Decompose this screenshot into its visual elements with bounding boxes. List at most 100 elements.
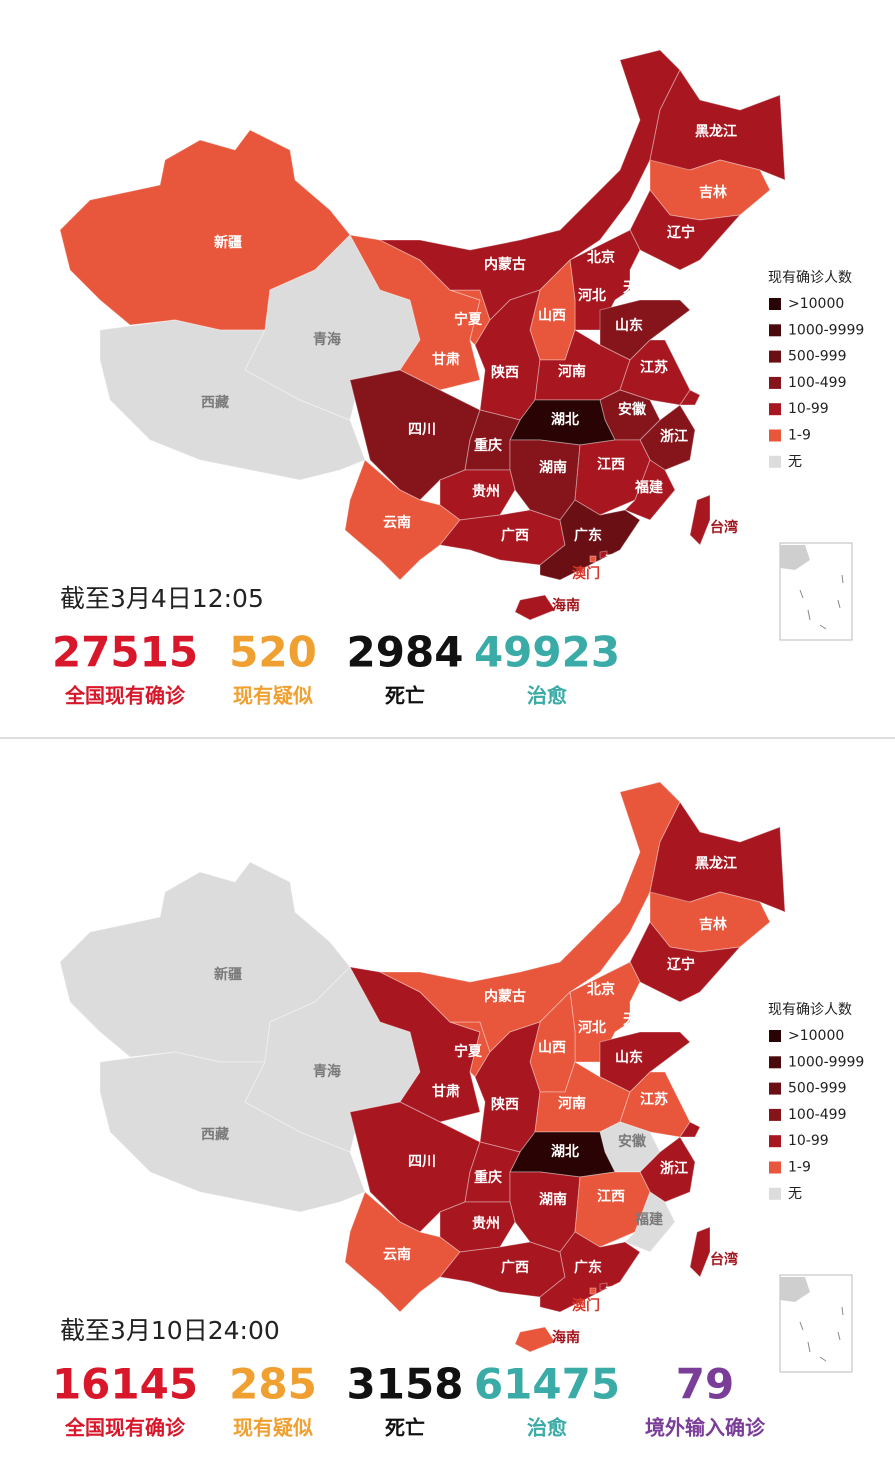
province-label: 澳门 (572, 1297, 600, 1314)
province-shape (59, 861, 351, 1063)
province-shape (639, 404, 696, 471)
legend-label: 无 (788, 454, 802, 470)
province-label: 湖北 (551, 1144, 579, 1160)
province-label: 香港 (603, 553, 633, 570)
province-label: 天津 (623, 279, 651, 296)
province-label: 山东 (615, 1049, 643, 1066)
legend-swatch (769, 1082, 781, 1095)
province-label: 山西 (538, 1040, 566, 1056)
legend-label: 500-999 (788, 349, 847, 365)
province-label: 广西 (501, 1259, 529, 1276)
province-label: 河北 (578, 287, 606, 304)
stat-label: 治愈 (527, 1416, 568, 1440)
province-label: 福建 (634, 479, 663, 496)
stat-value: 3158 (347, 1360, 464, 1409)
stat-value: 61475 (474, 1360, 620, 1409)
province-shape (599, 1282, 608, 1291)
stat-label: 死亡 (385, 684, 425, 708)
stat-label: 境外输入确诊 (645, 1416, 766, 1440)
province-label: 河北 (578, 1019, 606, 1036)
legend-label: 1000-9999 (788, 322, 864, 338)
legend-swatch (769, 1030, 781, 1042)
province-label: 北京 (587, 249, 615, 266)
province-label: 浙江 (660, 428, 688, 445)
province-label: 香港 (603, 1285, 633, 1302)
province-label: 江西 (597, 456, 625, 473)
province-label: 四川 (408, 1154, 436, 1170)
province-label: 河南 (558, 1095, 586, 1112)
province-label: 贵州 (472, 483, 500, 500)
inset-dashes (799, 1306, 844, 1362)
legend-swatch (769, 1108, 781, 1121)
province-label: 安徽 (618, 1133, 647, 1150)
province-label: 广东 (574, 527, 602, 544)
province-label: 新疆 (214, 234, 242, 251)
legend-swatch (769, 1161, 781, 1174)
province-label: 山东 (615, 317, 643, 334)
province-label: 甘肃 (432, 1083, 460, 1100)
province-label: 广西 (501, 527, 529, 544)
legend-label: 10-99 (788, 401, 829, 417)
legend-label: 100-499 (788, 375, 847, 391)
province-shape (589, 1287, 597, 1295)
province-label: 青海 (313, 331, 341, 348)
stat-label: 现有疑似 (233, 684, 313, 708)
province-label: 上海 (699, 1122, 727, 1139)
province-label: 辽宁 (667, 956, 695, 973)
legend-swatch (769, 298, 781, 310)
legend-label: 10-99 (788, 1133, 829, 1149)
province-label: 湖南 (539, 459, 567, 476)
province-shape (514, 594, 556, 621)
legend-swatch (769, 1056, 781, 1069)
province-label: 北京 (587, 981, 615, 998)
legend-title: 现有确诊人数 (768, 270, 852, 286)
province-label: 台湾 (710, 1251, 738, 1268)
legend-swatch (769, 455, 781, 468)
province-shape (624, 1191, 676, 1253)
stat-value: 520 (229, 628, 317, 677)
province-label: 天津 (623, 1011, 651, 1028)
province-label: 宁夏 (454, 1043, 483, 1060)
province-label: 湖南 (539, 1191, 567, 1208)
province-shape (689, 1226, 711, 1278)
date-label: 截至3月4日12:05 (60, 584, 264, 613)
stat-label: 死亡 (385, 1416, 425, 1440)
province-label: 江苏 (640, 1091, 668, 1108)
province-label: 云南 (383, 514, 411, 531)
date-label: 截至3月10日24:00 (60, 1316, 280, 1345)
stat-value: 285 (229, 1360, 317, 1409)
province-shape (639, 1136, 696, 1203)
legend-swatch (769, 1187, 781, 1200)
province-label: 福建 (634, 1211, 663, 1228)
province-label: 台湾 (710, 519, 738, 536)
province-shape (679, 1121, 701, 1138)
province-label: 内蒙古 (484, 988, 526, 1005)
legend-label: 1-9 (788, 428, 811, 444)
province-shape (99, 319, 366, 481)
stat-label: 现有疑似 (233, 1416, 313, 1440)
province-label: 海南 (552, 1329, 580, 1346)
province-shape (679, 389, 701, 406)
legend-label: 100-499 (788, 1107, 847, 1123)
province-label: 江苏 (640, 359, 668, 376)
province-label: 西藏 (201, 1126, 229, 1143)
inset-dashes (799, 574, 844, 630)
legend-swatch (769, 376, 781, 389)
province-label: 重庆 (474, 1169, 502, 1186)
legend-swatch (769, 350, 781, 363)
province-label: 贵州 (472, 1215, 500, 1232)
stat-value: 49923 (474, 628, 620, 677)
province-label: 辽宁 (667, 224, 695, 241)
province-label: 浙江 (660, 1160, 688, 1177)
province-label: 吉林 (699, 916, 727, 933)
stat-value: 27515 (52, 628, 198, 677)
province-label: 陕西 (491, 1096, 519, 1113)
inset-land (780, 545, 810, 570)
province-shape (344, 459, 461, 581)
province-shape (344, 1191, 461, 1313)
province-label: 新疆 (214, 966, 242, 983)
legend-label: 500-999 (788, 1081, 847, 1097)
